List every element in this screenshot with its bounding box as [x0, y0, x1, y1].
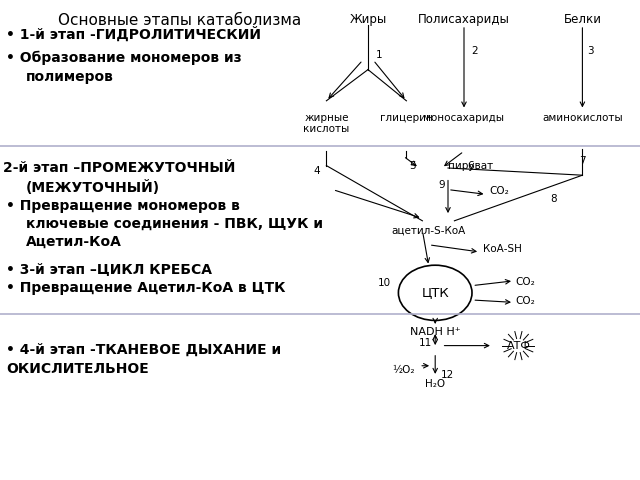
Text: • 3-й этап –ЦИКЛ КРЕБСА: • 3-й этап –ЦИКЛ КРЕБСА — [6, 262, 212, 276]
Text: ЦТК: ЦТК — [421, 286, 449, 300]
Text: 5: 5 — [410, 161, 416, 171]
Text: CO₂: CO₂ — [516, 277, 536, 287]
Text: 1: 1 — [376, 50, 382, 60]
Text: 9: 9 — [438, 180, 445, 190]
Text: 4: 4 — [314, 166, 320, 176]
Text: моносахариды: моносахариды — [424, 113, 504, 123]
Text: • Превращение мономеров в: • Превращение мономеров в — [6, 199, 240, 213]
Text: жирные
кислоты: жирные кислоты — [303, 113, 349, 134]
Text: NADH H⁺: NADH H⁺ — [410, 327, 461, 337]
Text: КоА-SH: КоА-SH — [483, 244, 522, 253]
Text: H₂O: H₂O — [425, 379, 445, 389]
Text: CO₂: CO₂ — [516, 297, 536, 306]
Text: Белки: Белки — [563, 13, 602, 26]
Text: ключевые соединения - ПВК, ЩУК и: ключевые соединения - ПВК, ЩУК и — [26, 217, 323, 231]
Text: 12: 12 — [440, 370, 454, 380]
Text: 3: 3 — [588, 46, 594, 56]
Text: глицерин: глицерин — [380, 113, 433, 123]
Text: 7: 7 — [579, 156, 586, 166]
Text: АТФ: АТФ — [506, 341, 531, 350]
Text: Полисахариды: Полисахариды — [418, 13, 510, 26]
Text: • 4-й этап -ТКАНЕВОЕ ДЫХАНИЕ и: • 4-й этап -ТКАНЕВОЕ ДЫХАНИЕ и — [6, 343, 282, 357]
Text: 2: 2 — [472, 46, 478, 56]
Text: полимеров: полимеров — [26, 70, 113, 84]
Text: Основные этапы катаболизма: Основные этапы катаболизма — [58, 13, 301, 28]
Text: Жиры: Жиры — [349, 13, 387, 26]
Text: 10: 10 — [378, 278, 391, 288]
Text: аминокислоты: аминокислоты — [542, 113, 623, 123]
Text: 11: 11 — [419, 338, 433, 348]
Text: ½O₂: ½O₂ — [392, 365, 415, 375]
Text: CO₂: CO₂ — [490, 186, 509, 195]
Text: пируват: пируват — [448, 161, 493, 170]
Text: ОКИСЛИТЕЛЬНОЕ: ОКИСЛИТЕЛЬНОЕ — [6, 362, 149, 376]
Text: • 1-й этап -ГИДРОЛИТИЧЕСКИЙ: • 1-й этап -ГИДРОЛИТИЧЕСКИЙ — [6, 26, 261, 42]
Text: 6: 6 — [467, 161, 474, 171]
Text: ацетил-S-КоА: ацетил-S-КоА — [392, 226, 466, 236]
Text: Ацетил-КоА: Ацетил-КоА — [26, 235, 122, 249]
Text: 2-й этап –ПРОМЕЖУТОЧНЫЙ: 2-й этап –ПРОМЕЖУТОЧНЫЙ — [3, 161, 236, 175]
Text: • Образование мономеров из: • Образование мономеров из — [6, 50, 242, 65]
Text: • Превращение Ацетил-КоА в ЦТК: • Превращение Ацетил-КоА в ЦТК — [6, 281, 286, 295]
Text: 8: 8 — [550, 194, 557, 204]
Text: (МЕЖУТОЧНЫЙ): (МЕЖУТОЧНЫЙ) — [26, 180, 160, 195]
